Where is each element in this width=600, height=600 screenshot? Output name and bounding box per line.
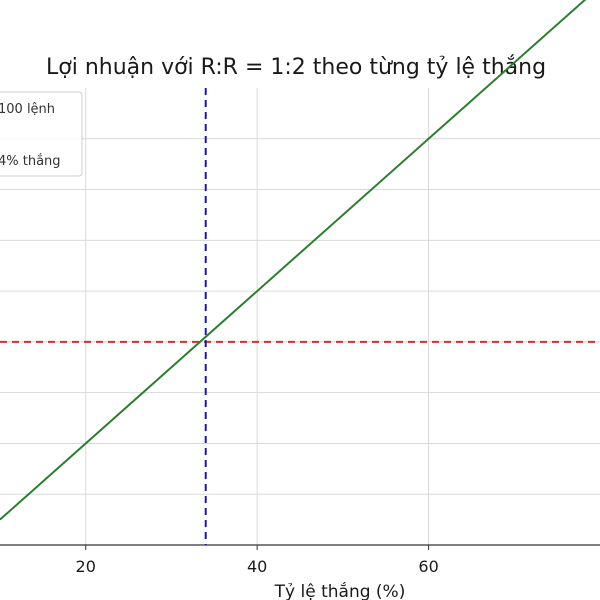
x-tick-label: 20 bbox=[76, 557, 96, 576]
chart-title: Lợi nhuận với R:R = 1:2 theo từng tỷ lệ … bbox=[46, 55, 546, 80]
legend-entry-profit: 100 lệnh bbox=[0, 102, 55, 117]
x-axis-label: Tỷ lệ thắng (%) bbox=[274, 581, 406, 600]
grid bbox=[0, 88, 600, 545]
legend: 100 lệnh 4% thắng bbox=[0, 91, 83, 177]
x-tick-labels: 20 40 60 bbox=[76, 545, 439, 576]
legend-box bbox=[0, 91, 83, 177]
x-tick-label: 40 bbox=[247, 557, 267, 576]
legend-entry-breakeven-winrate: 4% thắng bbox=[0, 154, 61, 169]
profit-series-line bbox=[0, 0, 587, 521]
plot-area bbox=[0, 0, 600, 546]
x-tick-label: 60 bbox=[418, 557, 438, 576]
